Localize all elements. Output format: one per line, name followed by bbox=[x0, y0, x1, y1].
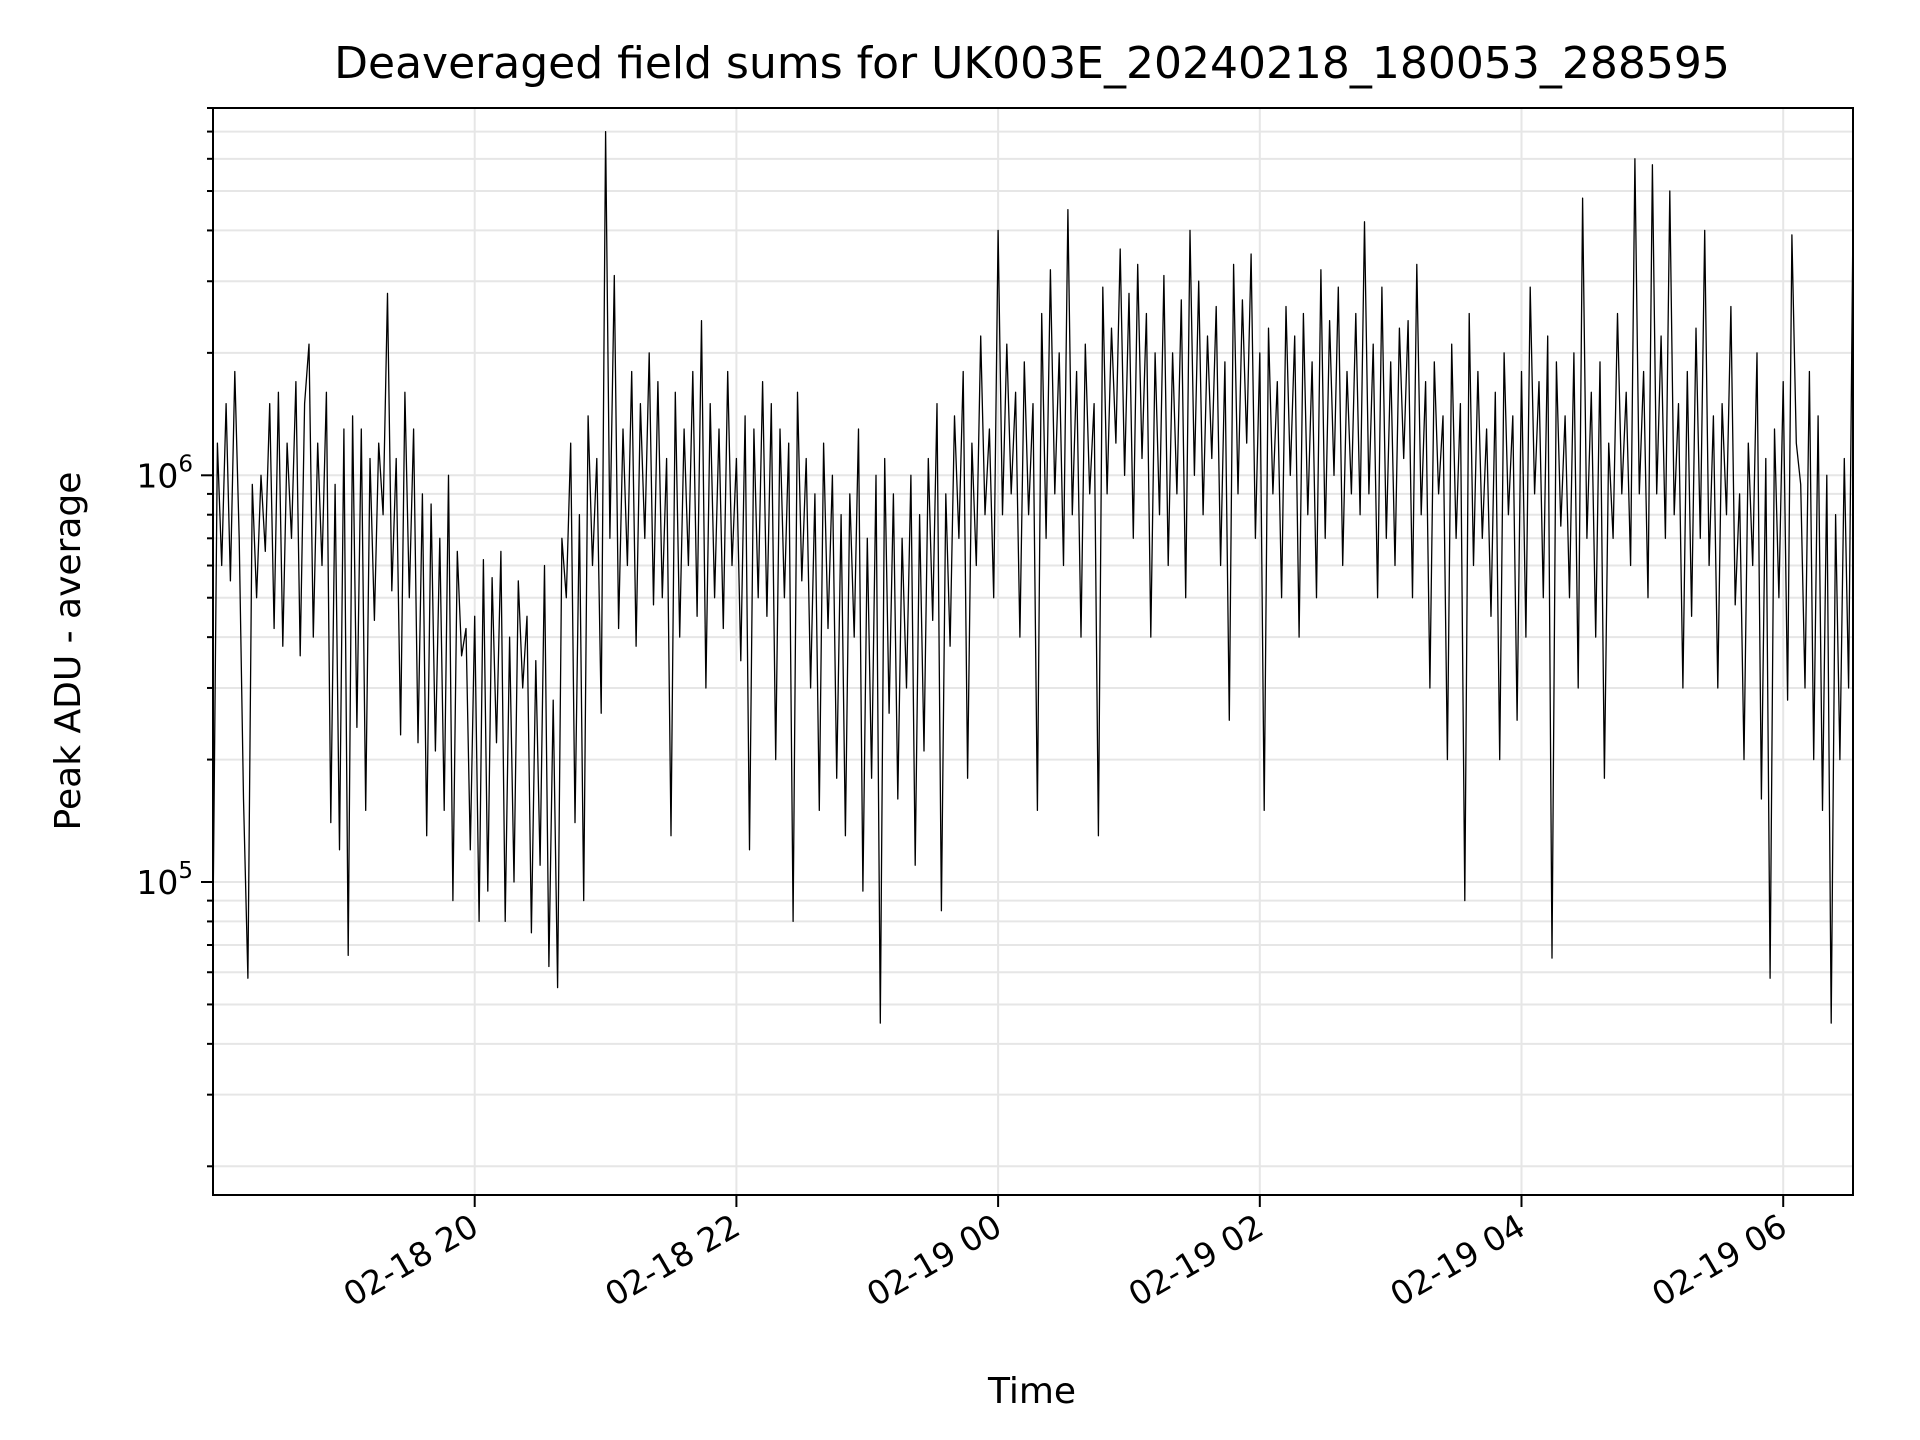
x-axis-label: Time bbox=[987, 1371, 1076, 1412]
y-tick-label: 105 bbox=[136, 858, 193, 902]
chart-title: Deaveraged field sums for UK003E_2024021… bbox=[334, 38, 1730, 89]
plot-frame bbox=[212, 107, 1854, 1196]
gridlines bbox=[213, 107, 1853, 1195]
y-axis-label: Peak ADU - average bbox=[48, 472, 89, 831]
y-axis: 105 106 bbox=[136, 107, 213, 1168]
y-tick-label: 106 bbox=[136, 451, 193, 495]
